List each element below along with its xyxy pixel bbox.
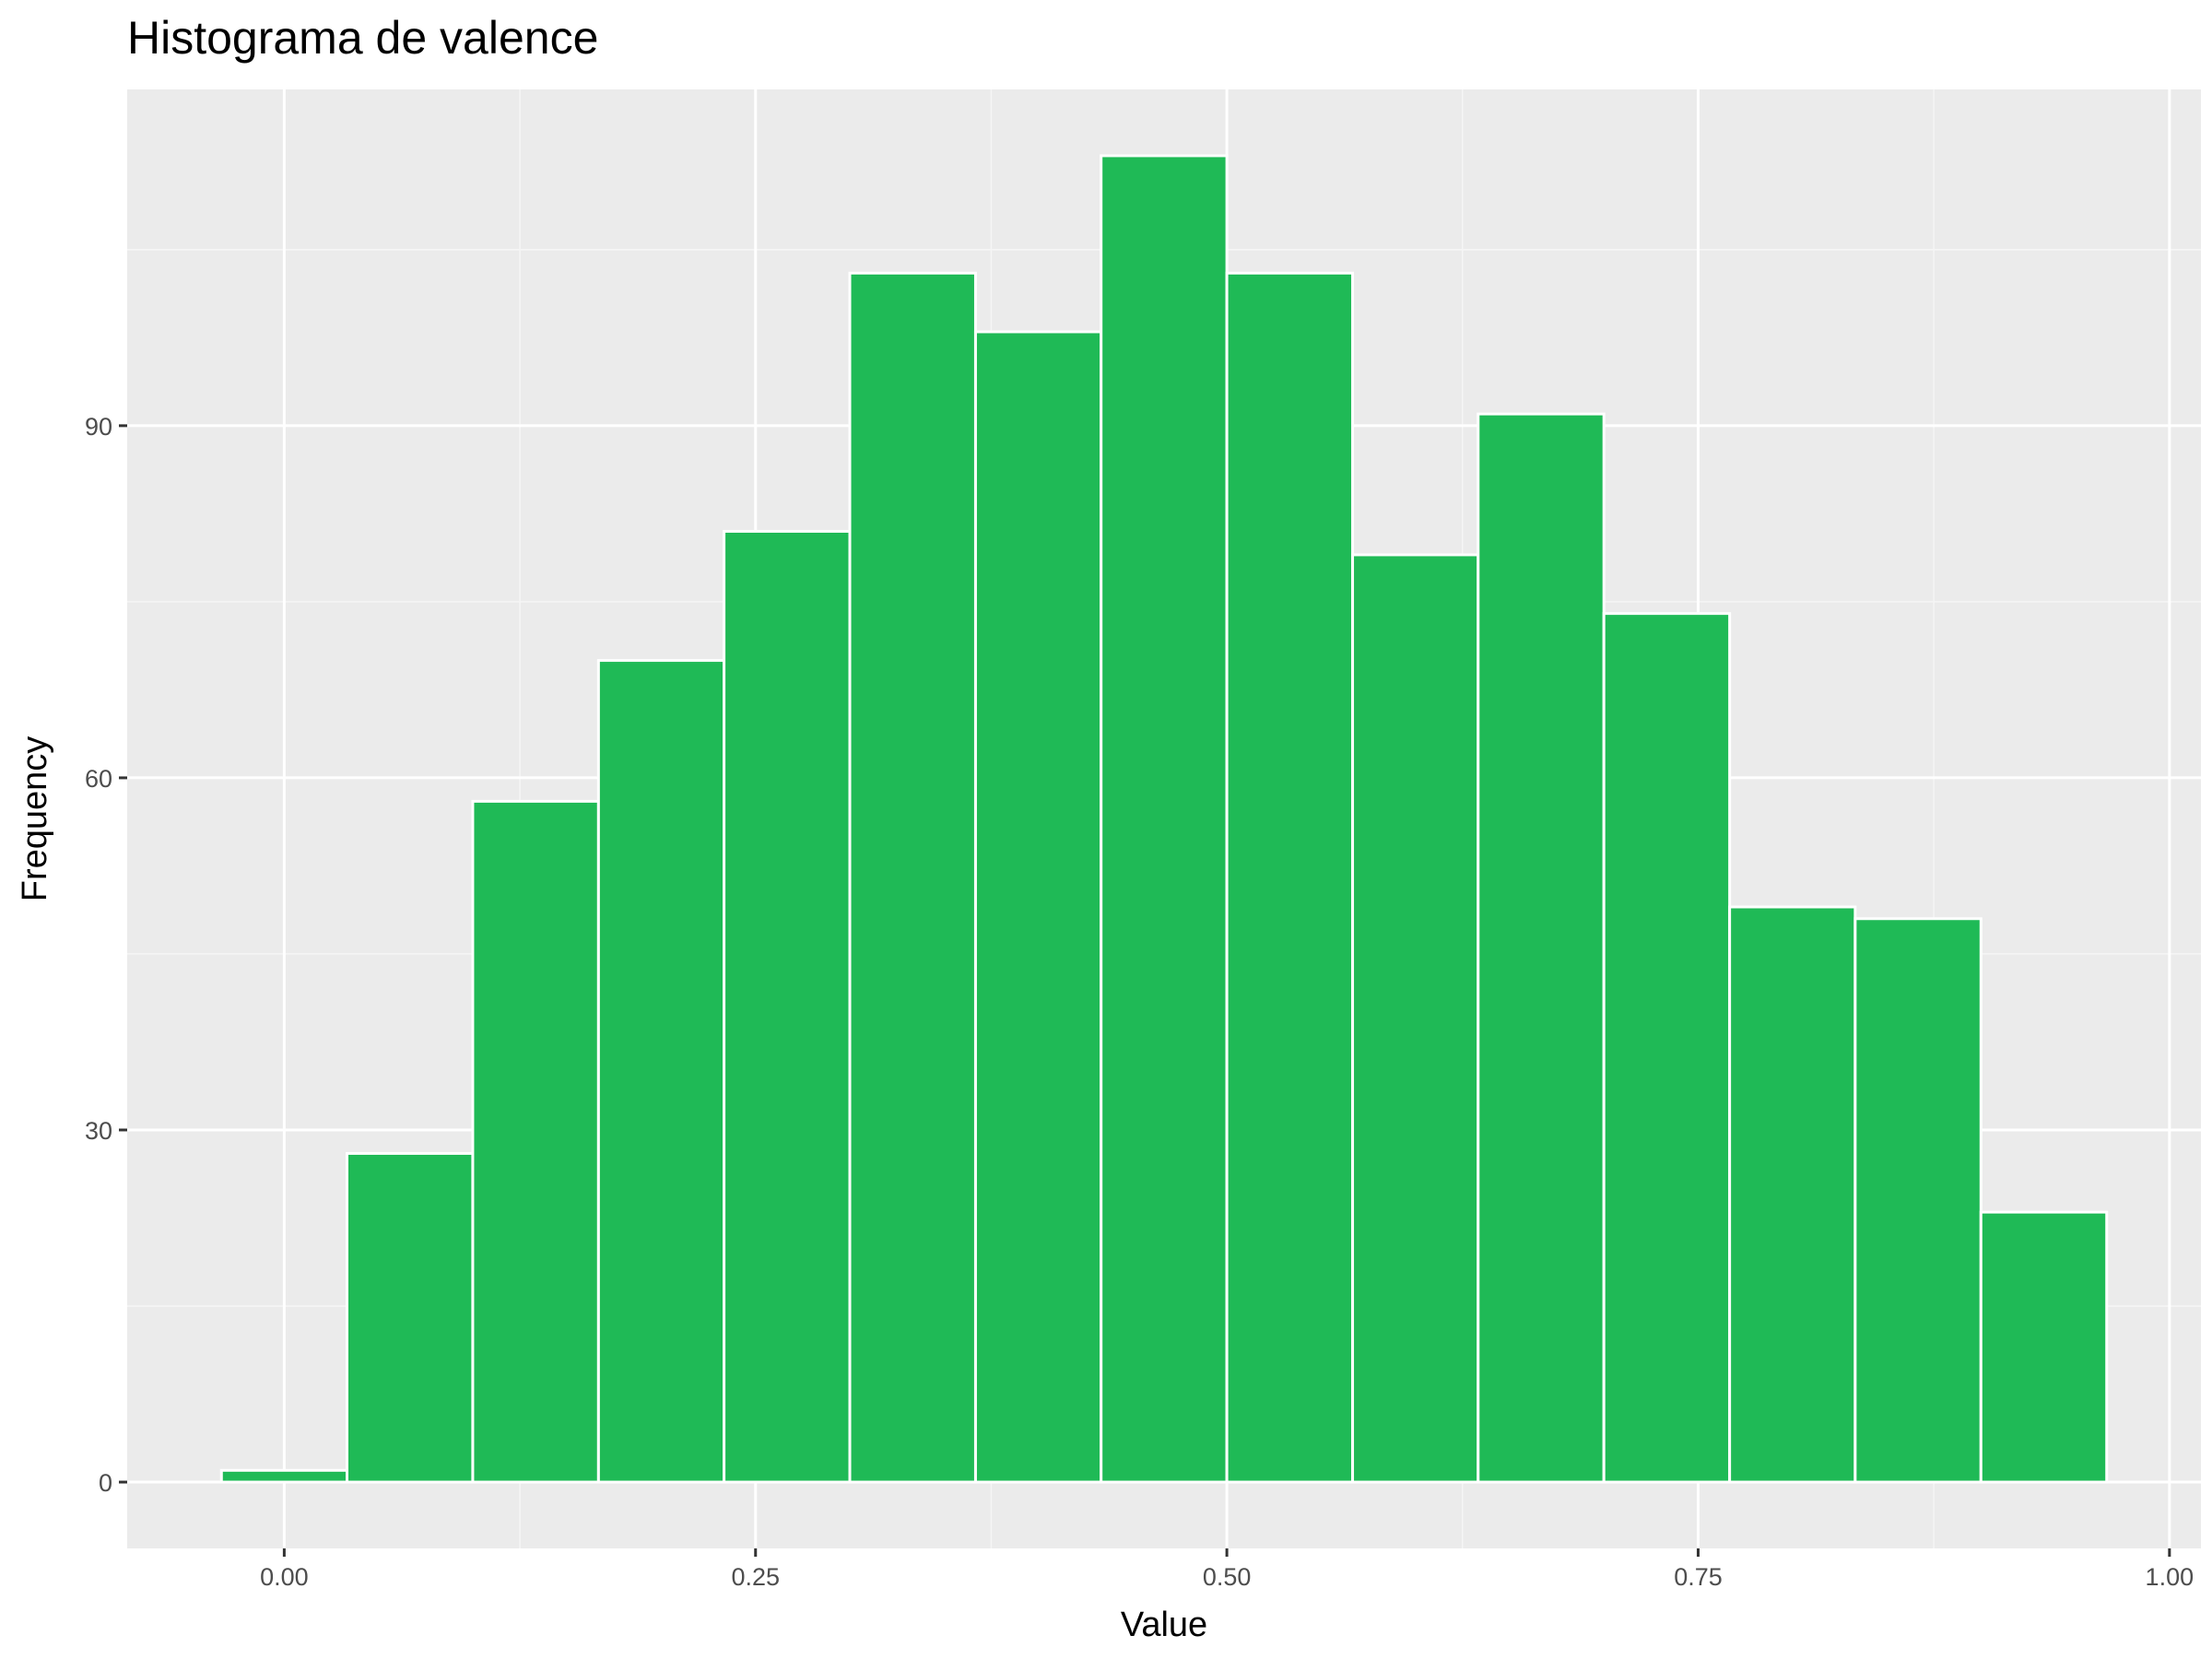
histogram-bar [973,330,1103,1484]
histogram-bar [848,271,977,1484]
histogram-bar [1728,905,1857,1484]
histogram-bar [1351,553,1480,1484]
chart-title: Histograma de valence [127,12,598,64]
histogram-bar [471,799,600,1484]
y-axis-title: Frequency [16,736,54,902]
histogram-bar [346,1151,475,1484]
histogram-bar [723,529,852,1484]
histogram-bar [596,659,726,1484]
histogram-bar [219,1468,348,1484]
y-tick-label: 60 [85,765,112,793]
x-tick-label: 0.25 [731,1563,780,1591]
x-tick-label: 0.75 [1674,1563,1723,1591]
y-tick-label: 0 [99,1469,112,1497]
histogram-bar [1225,271,1355,1484]
histogram-bar [1602,612,1732,1484]
histogram-bar [1979,1210,2109,1484]
histogram-bar [1100,154,1229,1484]
x-tick-label: 0.50 [1203,1563,1252,1591]
histogram-bar [1853,917,1983,1484]
y-tick-label: 30 [85,1117,112,1145]
x-tick-label: 0.00 [260,1563,309,1591]
histogram-bar [1477,412,1606,1484]
histogram-bars [219,154,2109,1484]
y-tick-label: 90 [85,413,112,441]
x-tick-label: 1.00 [2146,1563,2194,1591]
y-axis: 0 30 60 90 [85,413,127,1497]
x-axis: 0.00 0.25 0.50 0.75 1.00 [260,1548,2194,1591]
x-axis-title: Value [1121,1606,1207,1644]
